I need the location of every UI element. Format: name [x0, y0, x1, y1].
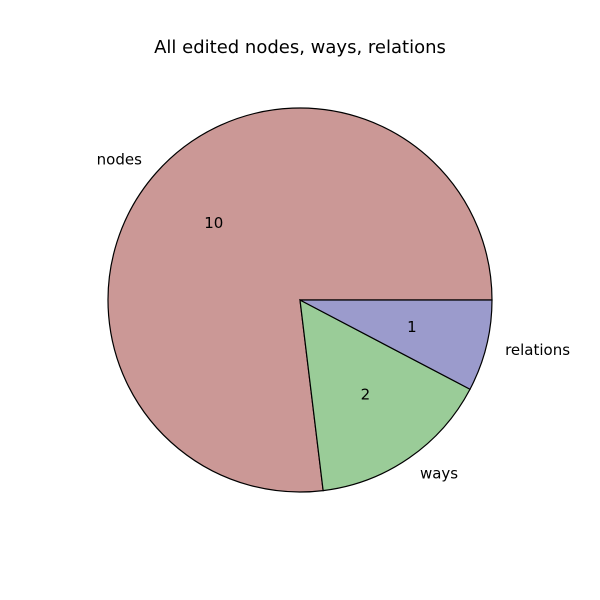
slice-label-relations: relations — [505, 341, 570, 359]
pie-slice-ways — [299, 298, 471, 492]
slice-label-ways: ways — [420, 464, 458, 482]
slice-label-nodes: nodes — [97, 150, 142, 168]
pie-slice-relations — [299, 299, 493, 391]
slice-value-ways: 2 — [361, 385, 371, 403]
pie-slices — [107, 107, 493, 493]
pie-labels: nodes 10 ways 2 relations 1 — [97, 150, 571, 482]
chart-title: All edited nodes, ways, relations — [154, 37, 446, 58]
pie-slice-nodes — [107, 107, 493, 493]
slice-value-relations: 1 — [407, 318, 417, 336]
slice-value-nodes: 10 — [204, 214, 223, 232]
